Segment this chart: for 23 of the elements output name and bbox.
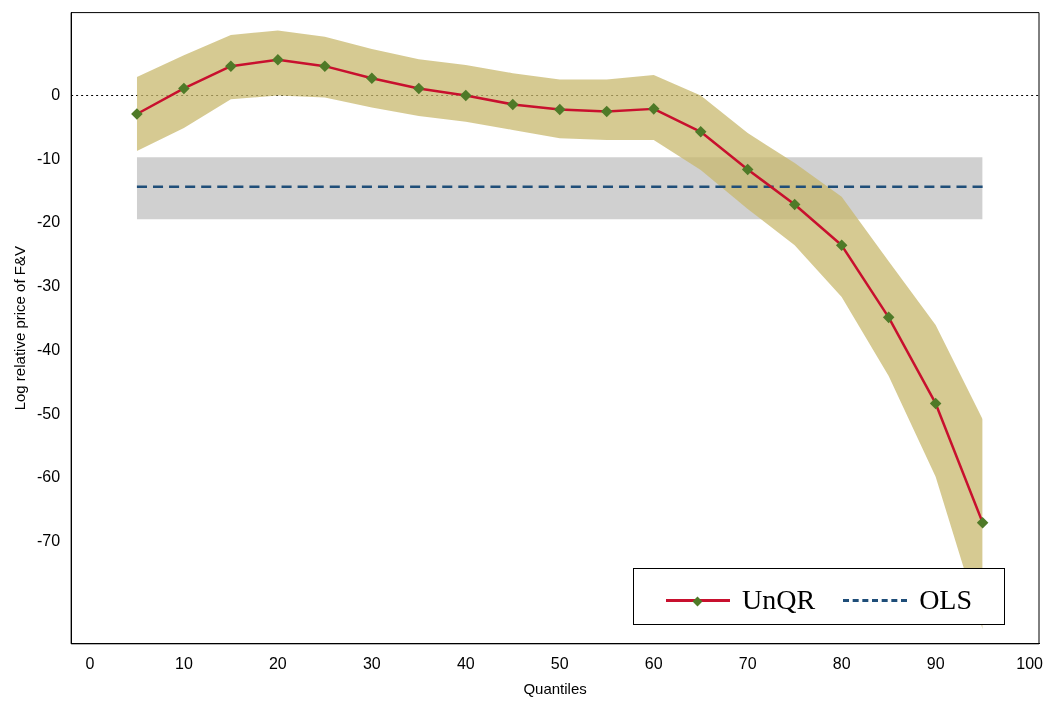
x-tick-label: 70 xyxy=(738,654,757,672)
y-tick-label: -10 xyxy=(37,149,61,167)
x-tick-label: 60 xyxy=(644,654,663,672)
x-tick-label: 100 xyxy=(1016,654,1044,672)
y-tick-label: -30 xyxy=(37,277,61,295)
x-tick-label: 50 xyxy=(550,654,569,672)
y-tick-label: -20 xyxy=(37,213,61,231)
x-tick-label: 10 xyxy=(174,654,193,672)
y-tick-label: -50 xyxy=(37,404,61,422)
x-tick-label: 90 xyxy=(926,654,945,672)
x-tick-label: 30 xyxy=(362,654,381,672)
x-tick-label: 0 xyxy=(85,654,95,672)
y-tick-label: -70 xyxy=(37,532,61,550)
y-axis-title: Log relative price of F&V xyxy=(11,246,29,411)
x-tick-label: 20 xyxy=(268,654,287,672)
x-tick-label: 40 xyxy=(456,654,475,672)
y-tick-label: -60 xyxy=(37,468,61,486)
y-tick-label: 0 xyxy=(51,85,61,103)
legend-label: UnQR xyxy=(742,584,816,617)
x-tick-label: 80 xyxy=(832,654,851,672)
legend-label: OLS xyxy=(919,584,973,617)
y-tick-label: -40 xyxy=(37,340,61,358)
x-axis-title: Quantiles xyxy=(523,680,587,698)
